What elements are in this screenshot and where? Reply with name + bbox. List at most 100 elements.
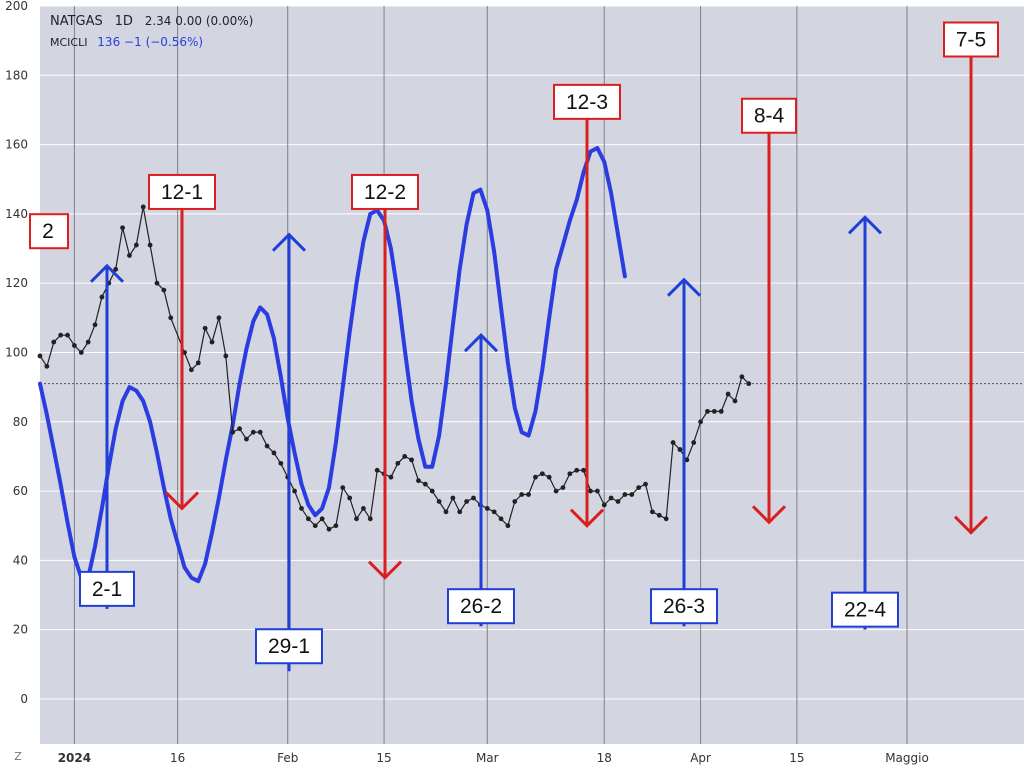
price-point bbox=[622, 492, 628, 497]
price-point bbox=[367, 516, 373, 522]
y-tick-label: 200 bbox=[5, 0, 28, 13]
price-point bbox=[188, 367, 194, 373]
price-point bbox=[588, 488, 593, 494]
price-point bbox=[99, 294, 105, 300]
price-point bbox=[374, 467, 380, 473]
price-point bbox=[312, 523, 318, 529]
price-point bbox=[161, 287, 167, 293]
price-point bbox=[168, 315, 174, 321]
last-price: 2.34 bbox=[144, 14, 172, 28]
cycle-marker-12-2: 12-2 bbox=[351, 173, 419, 580]
marker-label: 12-3 bbox=[566, 91, 608, 114]
indicator-value: 136 bbox=[97, 35, 121, 49]
price-point bbox=[615, 499, 621, 504]
price-point bbox=[725, 391, 731, 397]
marker-arrowhead bbox=[666, 277, 702, 297]
price-point bbox=[92, 322, 98, 328]
y-tick-label: 40 bbox=[13, 553, 28, 567]
price-point bbox=[257, 429, 263, 435]
price-point bbox=[560, 485, 566, 491]
price-point bbox=[739, 374, 745, 380]
x-tick-label: Feb bbox=[277, 751, 298, 765]
price-point bbox=[567, 471, 573, 477]
cycle-marker-26-3: 26-3 bbox=[650, 277, 718, 627]
price-legend-row: NATGAS 1D 2.34 0.00 (0.00%) bbox=[50, 11, 253, 32]
marker-label: 8-4 bbox=[754, 105, 785, 128]
price-point bbox=[140, 204, 146, 210]
y-tick-label: 160 bbox=[5, 138, 28, 152]
y-tick-label: 80 bbox=[13, 415, 28, 429]
price-point bbox=[409, 457, 414, 463]
cycle-series-line bbox=[38, 146, 627, 584]
price-point bbox=[65, 332, 70, 338]
price-point bbox=[533, 474, 538, 480]
marker-label: 12-1 bbox=[161, 181, 203, 204]
price-point bbox=[443, 509, 449, 515]
symbol-name[interactable]: NATGAS bbox=[50, 14, 103, 29]
price-point bbox=[264, 443, 270, 449]
cycle-marker-26-2: 26-2 bbox=[447, 333, 515, 627]
x-tick-label: 15 bbox=[789, 751, 804, 765]
marker-label-box bbox=[741, 97, 797, 134]
price-point bbox=[223, 353, 229, 359]
price-point bbox=[436, 499, 442, 504]
y-tick-label: 140 bbox=[5, 207, 28, 221]
cycle-marker-2-1: 2-1 bbox=[79, 263, 135, 609]
x-axis-strip bbox=[0, 744, 1024, 777]
indicator-change-pct: (−0.56%) bbox=[145, 35, 204, 49]
price-point bbox=[78, 350, 84, 355]
timezone-button[interactable]: Z bbox=[14, 750, 22, 763]
price-point bbox=[113, 266, 119, 272]
price-point bbox=[594, 488, 600, 494]
price-point bbox=[292, 488, 298, 494]
price-point bbox=[216, 315, 222, 321]
marker-label-box bbox=[553, 83, 621, 120]
y-tick-label: 20 bbox=[13, 623, 28, 637]
marker-label: 26-3 bbox=[663, 595, 705, 618]
price-point bbox=[677, 447, 683, 452]
price-point bbox=[402, 454, 408, 459]
price-point bbox=[388, 474, 394, 480]
price-point bbox=[670, 440, 676, 445]
price-point bbox=[133, 242, 139, 248]
y-tick-label: 120 bbox=[5, 276, 28, 290]
marker-label: 29-1 bbox=[268, 635, 310, 658]
cycle-marker-2: 2 bbox=[29, 213, 69, 250]
price-point bbox=[58, 332, 64, 338]
price-point bbox=[319, 516, 325, 522]
price-point bbox=[553, 488, 559, 494]
timeframe-label[interactable]: 1D bbox=[114, 14, 133, 29]
price-point bbox=[237, 426, 242, 432]
marker-arrowhead bbox=[569, 508, 605, 528]
price-point bbox=[643, 481, 648, 487]
indicator-name[interactable]: MCICLI bbox=[50, 36, 88, 49]
price-point bbox=[705, 408, 710, 414]
marker-label: 12-2 bbox=[364, 181, 406, 204]
price-point bbox=[718, 408, 724, 414]
marker-label-box bbox=[351, 173, 419, 210]
marker-label: 7-5 bbox=[956, 29, 986, 52]
price-point bbox=[526, 492, 531, 497]
price-point bbox=[127, 253, 132, 258]
marker-arrowhead bbox=[953, 515, 989, 535]
price-point bbox=[154, 280, 160, 286]
price-point bbox=[395, 460, 401, 466]
price-point bbox=[354, 516, 359, 522]
price-point bbox=[546, 474, 552, 480]
price-point bbox=[601, 502, 607, 508]
marker-arrowhead bbox=[164, 491, 200, 511]
price-point bbox=[732, 398, 738, 404]
price-point bbox=[72, 343, 77, 348]
x-tick-label: 16 bbox=[170, 751, 185, 765]
indicator-legend-row: MCICLI 136 −1 (−0.56%) bbox=[50, 32, 253, 53]
y-tick-label: 180 bbox=[5, 68, 28, 82]
price-point bbox=[347, 495, 353, 501]
marker-label-box bbox=[255, 628, 323, 665]
marker-label-box bbox=[29, 213, 69, 250]
price-point bbox=[209, 339, 215, 345]
price-point bbox=[230, 429, 236, 435]
price-point bbox=[512, 499, 518, 504]
marker-arrowhead bbox=[463, 333, 499, 353]
price-point bbox=[44, 363, 50, 369]
